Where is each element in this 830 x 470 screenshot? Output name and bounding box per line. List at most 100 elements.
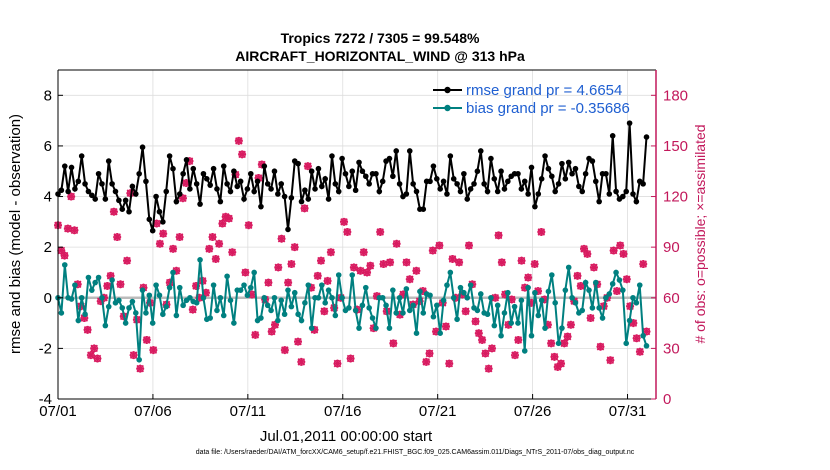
obs-assimilated-marker [428,246,437,255]
bias-point [413,330,420,337]
rmse-point [454,181,460,187]
bias-point [241,282,247,288]
obs-assimilated-marker [471,317,480,326]
bias-point [197,257,203,263]
obs-assimilated-marker [566,320,575,329]
bias-point [160,311,166,318]
rmse-point [609,133,616,139]
rmse-point [258,203,264,210]
obs-assimilated-marker [510,351,519,360]
bias-point [603,294,609,301]
obs-assimilated-marker [612,287,621,296]
bias-point [620,287,626,293]
bias-point [542,325,548,331]
rmse-point [491,176,498,182]
bias-point [95,274,102,281]
obs-assimilated-marker [172,266,181,275]
bias-point [85,274,92,281]
bias-point [457,284,464,291]
chart-title: Tropics 7272 / 7305 = 99.548% [281,30,480,46]
rmse-point [116,197,122,204]
bias-point [285,287,291,293]
obs-assimilated-marker [461,307,470,316]
obs-assimilated-marker [553,362,562,371]
obs-assimilated-marker [277,234,286,243]
obs-assimilated-marker [201,288,210,297]
rmse-point [569,170,575,177]
rmse-point [606,191,613,197]
rmse-point [410,181,416,187]
bias-point [163,303,170,310]
obs-assimilated-marker [116,280,125,289]
rmse-point [268,186,274,192]
x-tick-label: 07/21 [419,403,457,420]
rmse-point [640,181,646,187]
rmse-point [535,191,542,197]
bias-point [92,279,99,286]
rmse-point [626,120,633,126]
bias-point [237,287,244,293]
obs-assimilated-marker [616,241,625,250]
obs-assimilated-marker [609,246,618,255]
obs-assimilated-marker [497,258,506,267]
rmse-point [515,170,521,177]
y-tick-label-left: 8 [44,87,52,104]
bias-point [586,287,592,293]
rmse-point [295,160,301,167]
obs-assimilated-marker [155,239,164,248]
obs-assimilated-marker [550,352,559,361]
x-tick-label: 07/26 [514,403,552,420]
bias-point [78,294,85,301]
bias-point [207,315,214,321]
rmse-point [251,188,257,195]
bias-point [562,287,569,293]
rmse-point [332,181,339,187]
obs-assimilated-marker [215,239,224,248]
rmse-point [298,198,305,205]
rmse-point [545,165,552,172]
bias-point [640,332,646,339]
bias-point [505,289,511,296]
bias-point [474,307,481,314]
rmse-point [592,178,599,185]
obs-assimilated-marker [481,349,490,358]
obs-assimilated-marker [280,346,289,355]
obs-assimilated-marker [159,229,168,238]
rmse-point [58,187,65,194]
bias-point [596,305,602,311]
rmse-point [214,186,220,192]
bias-point [450,294,457,301]
obs-assimilated-marker [224,214,233,223]
bias-point [68,296,75,302]
rmse-point [464,196,471,202]
y-tick-label-left: 2 [44,239,52,256]
bias-point [549,272,555,278]
obs-assimilated-marker [80,314,89,323]
bias-point [251,269,257,276]
rmse-point [146,216,153,223]
obs-assimilated-marker [270,320,279,329]
x-tick-label: 07/11 [230,403,266,420]
rmse-point [528,164,535,171]
obs-assimilated-marker [639,260,648,269]
rmse-point [552,188,558,195]
obs-assimilated-marker [90,344,99,353]
rmse-point [366,181,372,187]
obs-assimilated-marker [392,239,401,248]
rmse-point [139,144,146,150]
rmse-point [386,155,393,162]
bias-point [579,307,586,314]
obs-assimilated-marker [583,249,592,258]
obs-assimilated-marker [93,354,102,363]
bias-point [626,317,633,324]
bias-point [396,294,403,301]
rmse-point [176,191,183,197]
bias-point [437,330,443,337]
bias-point [491,322,498,329]
rmse-point [562,176,569,182]
obs-assimilated-marker [195,293,204,302]
rmse-point [173,198,180,205]
x-tick-label: 07/16 [324,403,362,420]
bias-point [61,262,68,268]
bias-point [193,300,200,306]
